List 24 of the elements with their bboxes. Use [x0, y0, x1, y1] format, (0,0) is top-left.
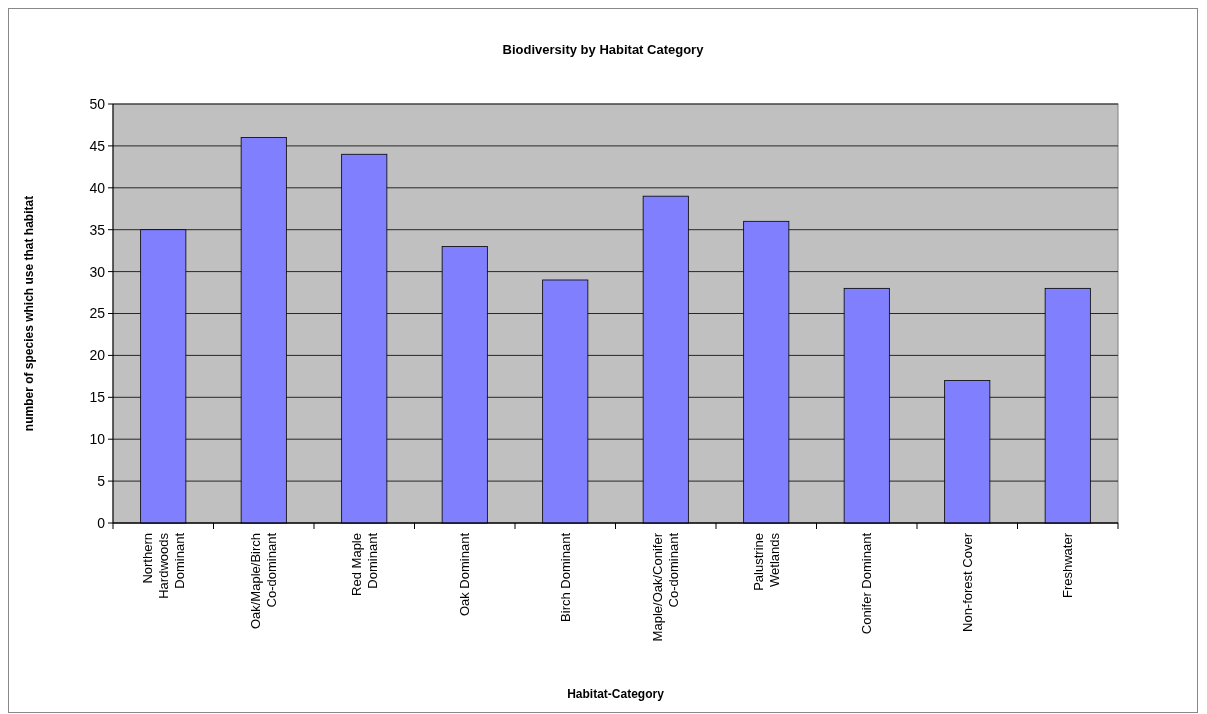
- x-tick-label: Oak Dominant: [457, 532, 473, 617]
- y-tick-label: 40: [89, 179, 106, 196]
- x-tick-label: Maple/Oak/Conifer Co-dominant: [650, 532, 682, 642]
- x-tick-label: Freshwater: [1060, 532, 1076, 599]
- y-tick-label: 20: [89, 347, 106, 364]
- x-tick-label: Conifer Dominant: [859, 532, 875, 635]
- y-tick-label: 30: [89, 263, 106, 280]
- y-tick-label: 25: [89, 305, 106, 322]
- x-tick-label: Non-forest Cover: [959, 532, 975, 632]
- y-tick-label: 50: [89, 95, 106, 112]
- y-tick-label: 5: [97, 473, 106, 489]
- x-tick-label: Palustrine Wetlands: [750, 532, 782, 591]
- x-tick-label: Red Maple Dominant: [348, 532, 380, 596]
- x-tick-label: Northern Hardwoods Dominant: [139, 532, 187, 599]
- x-tick-label: Birch Dominant: [557, 532, 573, 622]
- x-axis-title: Habitat-Category: [567, 687, 665, 701]
- x-tick-label: Oak/Maple/Birch Co-dominant: [248, 532, 280, 630]
- y-tick-label: 35: [89, 221, 106, 238]
- chart-title: Biodiversity by Habitat Category: [502, 42, 705, 57]
- y-tick-label: 45: [89, 137, 106, 154]
- y-tick-label: 15: [89, 389, 106, 406]
- y-tick-label: 0: [97, 514, 106, 531]
- y-tick-label: 10: [89, 431, 106, 448]
- y-axis-title: number of species which use that habitat: [22, 195, 36, 432]
